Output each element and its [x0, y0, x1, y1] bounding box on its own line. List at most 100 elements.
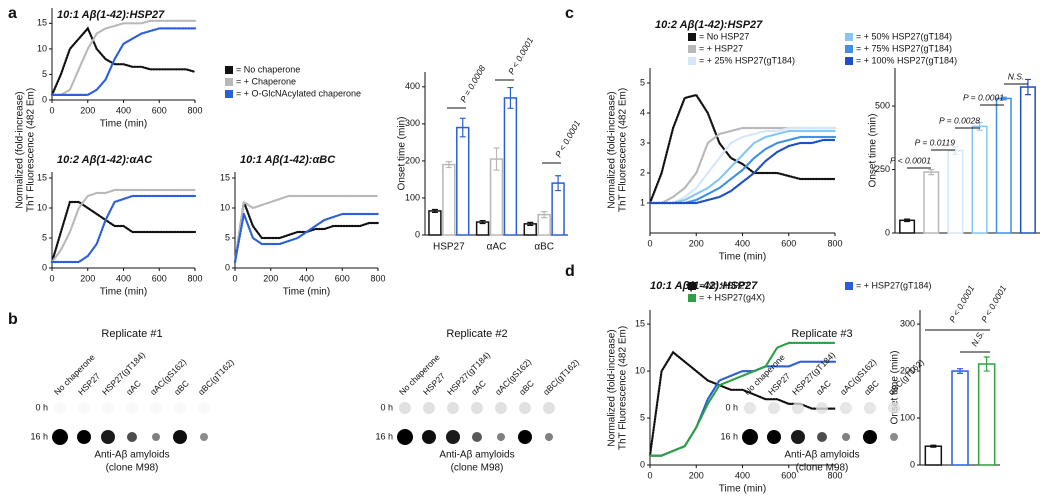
y-tick-label: 250 — [875, 164, 890, 174]
series-line — [233, 209, 380, 264]
x-tick-label: HSP27 — [433, 242, 465, 253]
y-tick-label: 15 — [37, 172, 47, 182]
lane-label: αBC(gT162) — [196, 357, 236, 397]
annotation: P = 0.0119 — [915, 137, 956, 147]
row-label: 16 h — [30, 431, 48, 441]
annotation: N.S. — [969, 329, 986, 348]
annotation: P < 0.0001 — [506, 35, 535, 76]
series-line — [50, 19, 197, 96]
row-label: 16 h — [375, 431, 393, 441]
series-line — [648, 126, 837, 205]
y-tick-label: 500 — [875, 100, 890, 110]
y-tick-label: 1 — [640, 197, 645, 207]
lane-label: αBC — [862, 378, 881, 397]
legend-swatch — [688, 33, 696, 41]
blot-dot — [173, 430, 187, 444]
chart-title: 10:2 Aβ(1-42):αAC — [57, 154, 153, 166]
row-label: 0 h — [35, 402, 48, 412]
legend-label: = + 100% HSP27(gT184) — [856, 55, 957, 65]
x-tick-label: 400 — [735, 238, 750, 248]
y-tick-label: 5 — [42, 232, 47, 242]
legend-swatch — [688, 282, 696, 290]
clone-label: (clone M98) — [106, 463, 159, 474]
legend-label: = + O-GlcNAcylated chaperone — [236, 88, 361, 98]
panel-label: a — [8, 5, 17, 22]
bar — [1019, 86, 1036, 234]
legend-label: = + Chaperone — [236, 76, 296, 86]
x-tick-label: 400 — [116, 273, 131, 283]
x-tick-label: 800 — [370, 273, 385, 283]
y-axis-label: ThT Fluorescence (482 Em) — [26, 88, 37, 212]
clone-label: (clone M98) — [796, 463, 849, 474]
antibody-label: Anti-Aβ amyloids — [94, 450, 169, 461]
x-tick-label: 400 — [735, 470, 750, 480]
x-tick-label: 800 — [827, 470, 842, 480]
error-bar — [541, 211, 548, 219]
series-line — [648, 126, 837, 205]
error-bar — [904, 218, 911, 223]
y-tick-label: 100 — [900, 412, 915, 422]
blot-dot — [768, 402, 780, 414]
bar — [442, 163, 456, 236]
y-tick-label: 3 — [640, 137, 645, 147]
lane-label: αBC — [517, 378, 536, 397]
blot-dot — [52, 429, 68, 445]
annotation: N.S. — [1008, 71, 1025, 81]
series-line — [50, 26, 197, 96]
error-bar — [930, 444, 937, 448]
error-bar — [1024, 78, 1031, 96]
x-tick-label: 600 — [152, 105, 167, 115]
blot-dot — [817, 432, 827, 442]
error-bar — [952, 146, 959, 155]
chart-title: 10:1 Aβ(1-42):HSP27 — [650, 280, 758, 292]
blot-dot — [78, 402, 90, 414]
lane-label: αAC — [814, 378, 833, 397]
annotation: P < 0.0001 — [553, 118, 582, 159]
error-bar — [445, 161, 452, 169]
legend-label: = + HSP27(gT184) — [856, 280, 932, 290]
x-tick-label: 200 — [80, 105, 95, 115]
series-line — [50, 188, 197, 264]
bar — [951, 370, 969, 466]
y-tick-label: 10 — [37, 43, 47, 53]
y-tick-label: 5 — [640, 412, 645, 422]
bar — [971, 125, 988, 234]
y-tick-label: 10 — [37, 202, 47, 212]
error-bar — [976, 121, 983, 131]
y-tick-label: 0 — [885, 227, 890, 237]
blot-dot — [742, 429, 758, 445]
legend-swatch — [845, 57, 853, 65]
blot-dot — [54, 402, 66, 414]
chart-title: 10:1 Aβ(1-42):HSP27 — [57, 9, 165, 21]
annotation: P = 0.0008 — [458, 63, 487, 104]
y-axis-label: ThT Fluorescence (482 Em) — [618, 326, 629, 450]
bar — [977, 363, 996, 466]
blot-dot — [447, 402, 459, 414]
annotation: P = 0.0028 — [939, 115, 980, 125]
y-tick-label: 0 — [415, 229, 420, 239]
series-line — [648, 129, 837, 205]
annotation: P < 0.0001 — [890, 155, 931, 165]
x-tick-label: 800 — [187, 273, 202, 283]
legend-swatch — [688, 294, 696, 302]
error-bar — [957, 368, 963, 375]
y-axis-label: Onset time (min) — [397, 117, 408, 191]
blot-dot — [127, 432, 137, 442]
blot-dot — [497, 433, 505, 441]
error-bar — [983, 356, 990, 372]
series-line — [648, 138, 837, 205]
series-line — [648, 93, 837, 205]
series-line — [233, 194, 380, 264]
panel-label: d — [565, 263, 575, 280]
replicate-title: Replicate #3 — [791, 328, 852, 340]
error-bar — [431, 208, 438, 214]
legend-swatch — [845, 45, 853, 53]
y-tick-label: 0 — [640, 459, 645, 469]
blot-dot — [495, 402, 507, 414]
row-label: 16 h — [720, 431, 738, 441]
lane-label: αBC — [172, 378, 191, 397]
blot-dot — [888, 402, 900, 414]
y-tick-label: 2 — [640, 167, 645, 177]
x-tick-label: 600 — [335, 273, 350, 283]
